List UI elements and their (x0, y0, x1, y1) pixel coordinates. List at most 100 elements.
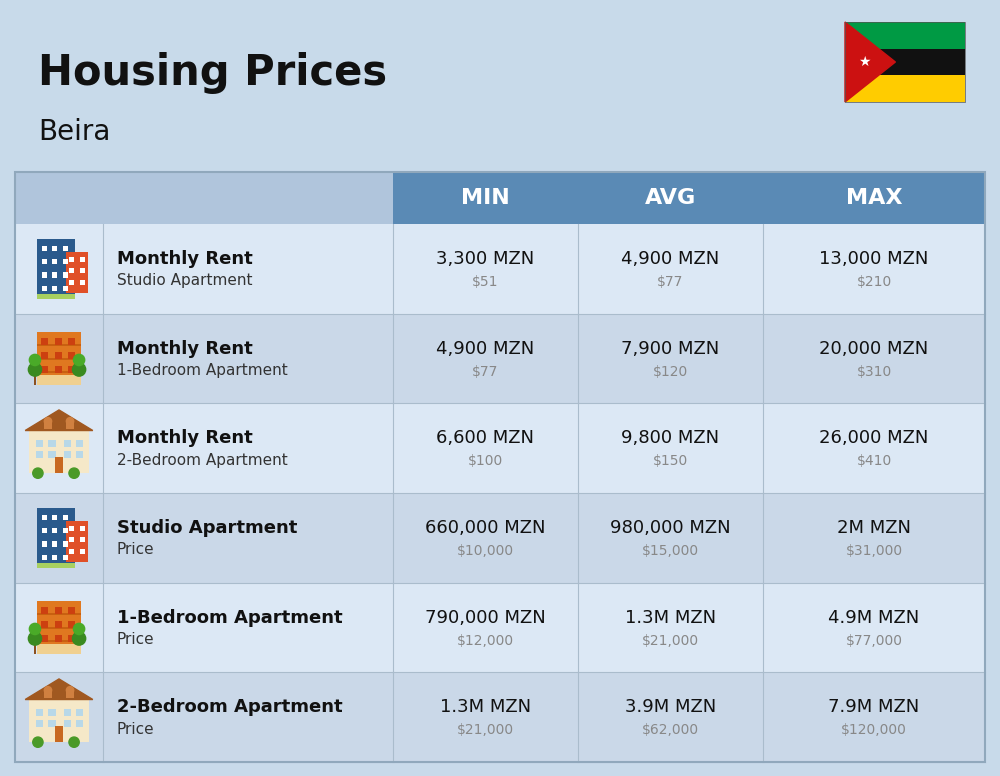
Bar (55, 635, 62, 642)
Text: 3.9M MZN: 3.9M MZN (625, 698, 716, 716)
Bar (845, 22, 965, 49)
Bar (763, 172, 985, 224)
Bar (42, 542, 47, 546)
Polygon shape (25, 410, 93, 431)
Bar (55, 338, 62, 345)
Bar (37, 563, 75, 568)
Bar (37, 375, 81, 385)
Text: $77: $77 (472, 365, 499, 379)
Bar (41, 338, 48, 345)
Bar (64, 709, 71, 716)
Text: $21,000: $21,000 (642, 633, 699, 647)
Text: 20,000 MZN: 20,000 MZN (819, 340, 929, 358)
Bar (68, 608, 75, 615)
Bar (69, 549, 74, 553)
Bar (42, 555, 47, 559)
Bar (37, 639, 81, 642)
Bar (42, 528, 47, 533)
Bar (15, 493, 985, 583)
Bar (80, 538, 85, 542)
Bar (37, 601, 81, 654)
Text: Beira: Beira (38, 118, 110, 146)
Bar (66, 252, 88, 293)
Polygon shape (25, 679, 93, 699)
Bar (52, 286, 57, 291)
Bar (66, 421, 74, 428)
Bar (15, 172, 985, 762)
Circle shape (66, 417, 74, 425)
Bar (68, 635, 75, 642)
Text: Studio Apartment: Studio Apartment (117, 519, 297, 537)
Bar (64, 440, 71, 447)
Bar (48, 720, 56, 727)
Bar (37, 358, 81, 359)
Text: $31,000: $31,000 (845, 544, 903, 558)
Text: Monthly Rent: Monthly Rent (117, 429, 253, 447)
Bar (393, 172, 578, 224)
Text: $120: $120 (653, 365, 688, 379)
Bar (52, 542, 57, 546)
Bar (845, 75, 965, 102)
Circle shape (69, 737, 79, 747)
Bar (68, 352, 75, 359)
Text: $51: $51 (472, 275, 499, 289)
Text: 1.3M MZN: 1.3M MZN (625, 608, 716, 626)
Bar (66, 691, 74, 698)
Bar (15, 224, 985, 314)
Text: 13,000 MZN: 13,000 MZN (819, 250, 929, 268)
Text: 26,000 MZN: 26,000 MZN (819, 429, 929, 447)
Bar (63, 515, 68, 520)
Bar (34, 645, 36, 654)
Text: $62,000: $62,000 (642, 723, 699, 737)
Text: MAX: MAX (846, 188, 902, 208)
Polygon shape (845, 22, 895, 102)
Bar (63, 542, 68, 546)
Bar (41, 366, 48, 373)
Bar (41, 352, 48, 359)
Circle shape (29, 623, 41, 635)
Text: 2M MZN: 2M MZN (837, 519, 911, 537)
Bar (55, 457, 63, 473)
Bar (76, 720, 83, 727)
Bar (55, 352, 62, 359)
Circle shape (28, 363, 42, 376)
Bar (48, 440, 56, 447)
Bar (69, 268, 74, 273)
Bar (37, 508, 75, 568)
Bar (52, 246, 57, 251)
Text: Monthly Rent: Monthly Rent (117, 250, 253, 268)
Text: Price: Price (117, 722, 155, 736)
Bar (37, 643, 81, 654)
Circle shape (72, 363, 86, 376)
Bar (37, 613, 81, 615)
Bar (69, 538, 74, 542)
Bar (52, 515, 57, 520)
Bar (37, 345, 81, 346)
Text: 1-Bedroom Apartment: 1-Bedroom Apartment (117, 363, 288, 378)
Circle shape (44, 417, 52, 425)
Text: 9,800 MZN: 9,800 MZN (621, 429, 720, 447)
Bar (41, 635, 48, 642)
Circle shape (44, 687, 52, 694)
Text: $21,000: $21,000 (457, 723, 514, 737)
Text: 4,900 MZN: 4,900 MZN (436, 340, 535, 358)
Bar (55, 726, 63, 742)
Text: 1-Bedroom Apartment: 1-Bedroom Apartment (117, 608, 343, 626)
Bar (55, 608, 62, 615)
Text: 2-Bedroom Apartment: 2-Bedroom Apartment (117, 698, 343, 716)
Text: Price: Price (117, 542, 155, 557)
Text: $10,000: $10,000 (457, 544, 514, 558)
Circle shape (33, 737, 43, 747)
Bar (68, 621, 75, 628)
Text: AVG: AVG (645, 188, 696, 208)
Text: Price: Price (117, 632, 155, 647)
Bar (78, 645, 80, 654)
Circle shape (28, 632, 42, 645)
Bar (41, 608, 48, 615)
Bar (63, 528, 68, 533)
Text: $12,000: $12,000 (457, 633, 514, 647)
Bar (52, 528, 57, 533)
Bar (66, 521, 88, 562)
Text: 1.3M MZN: 1.3M MZN (440, 698, 531, 716)
Bar (36, 720, 43, 727)
